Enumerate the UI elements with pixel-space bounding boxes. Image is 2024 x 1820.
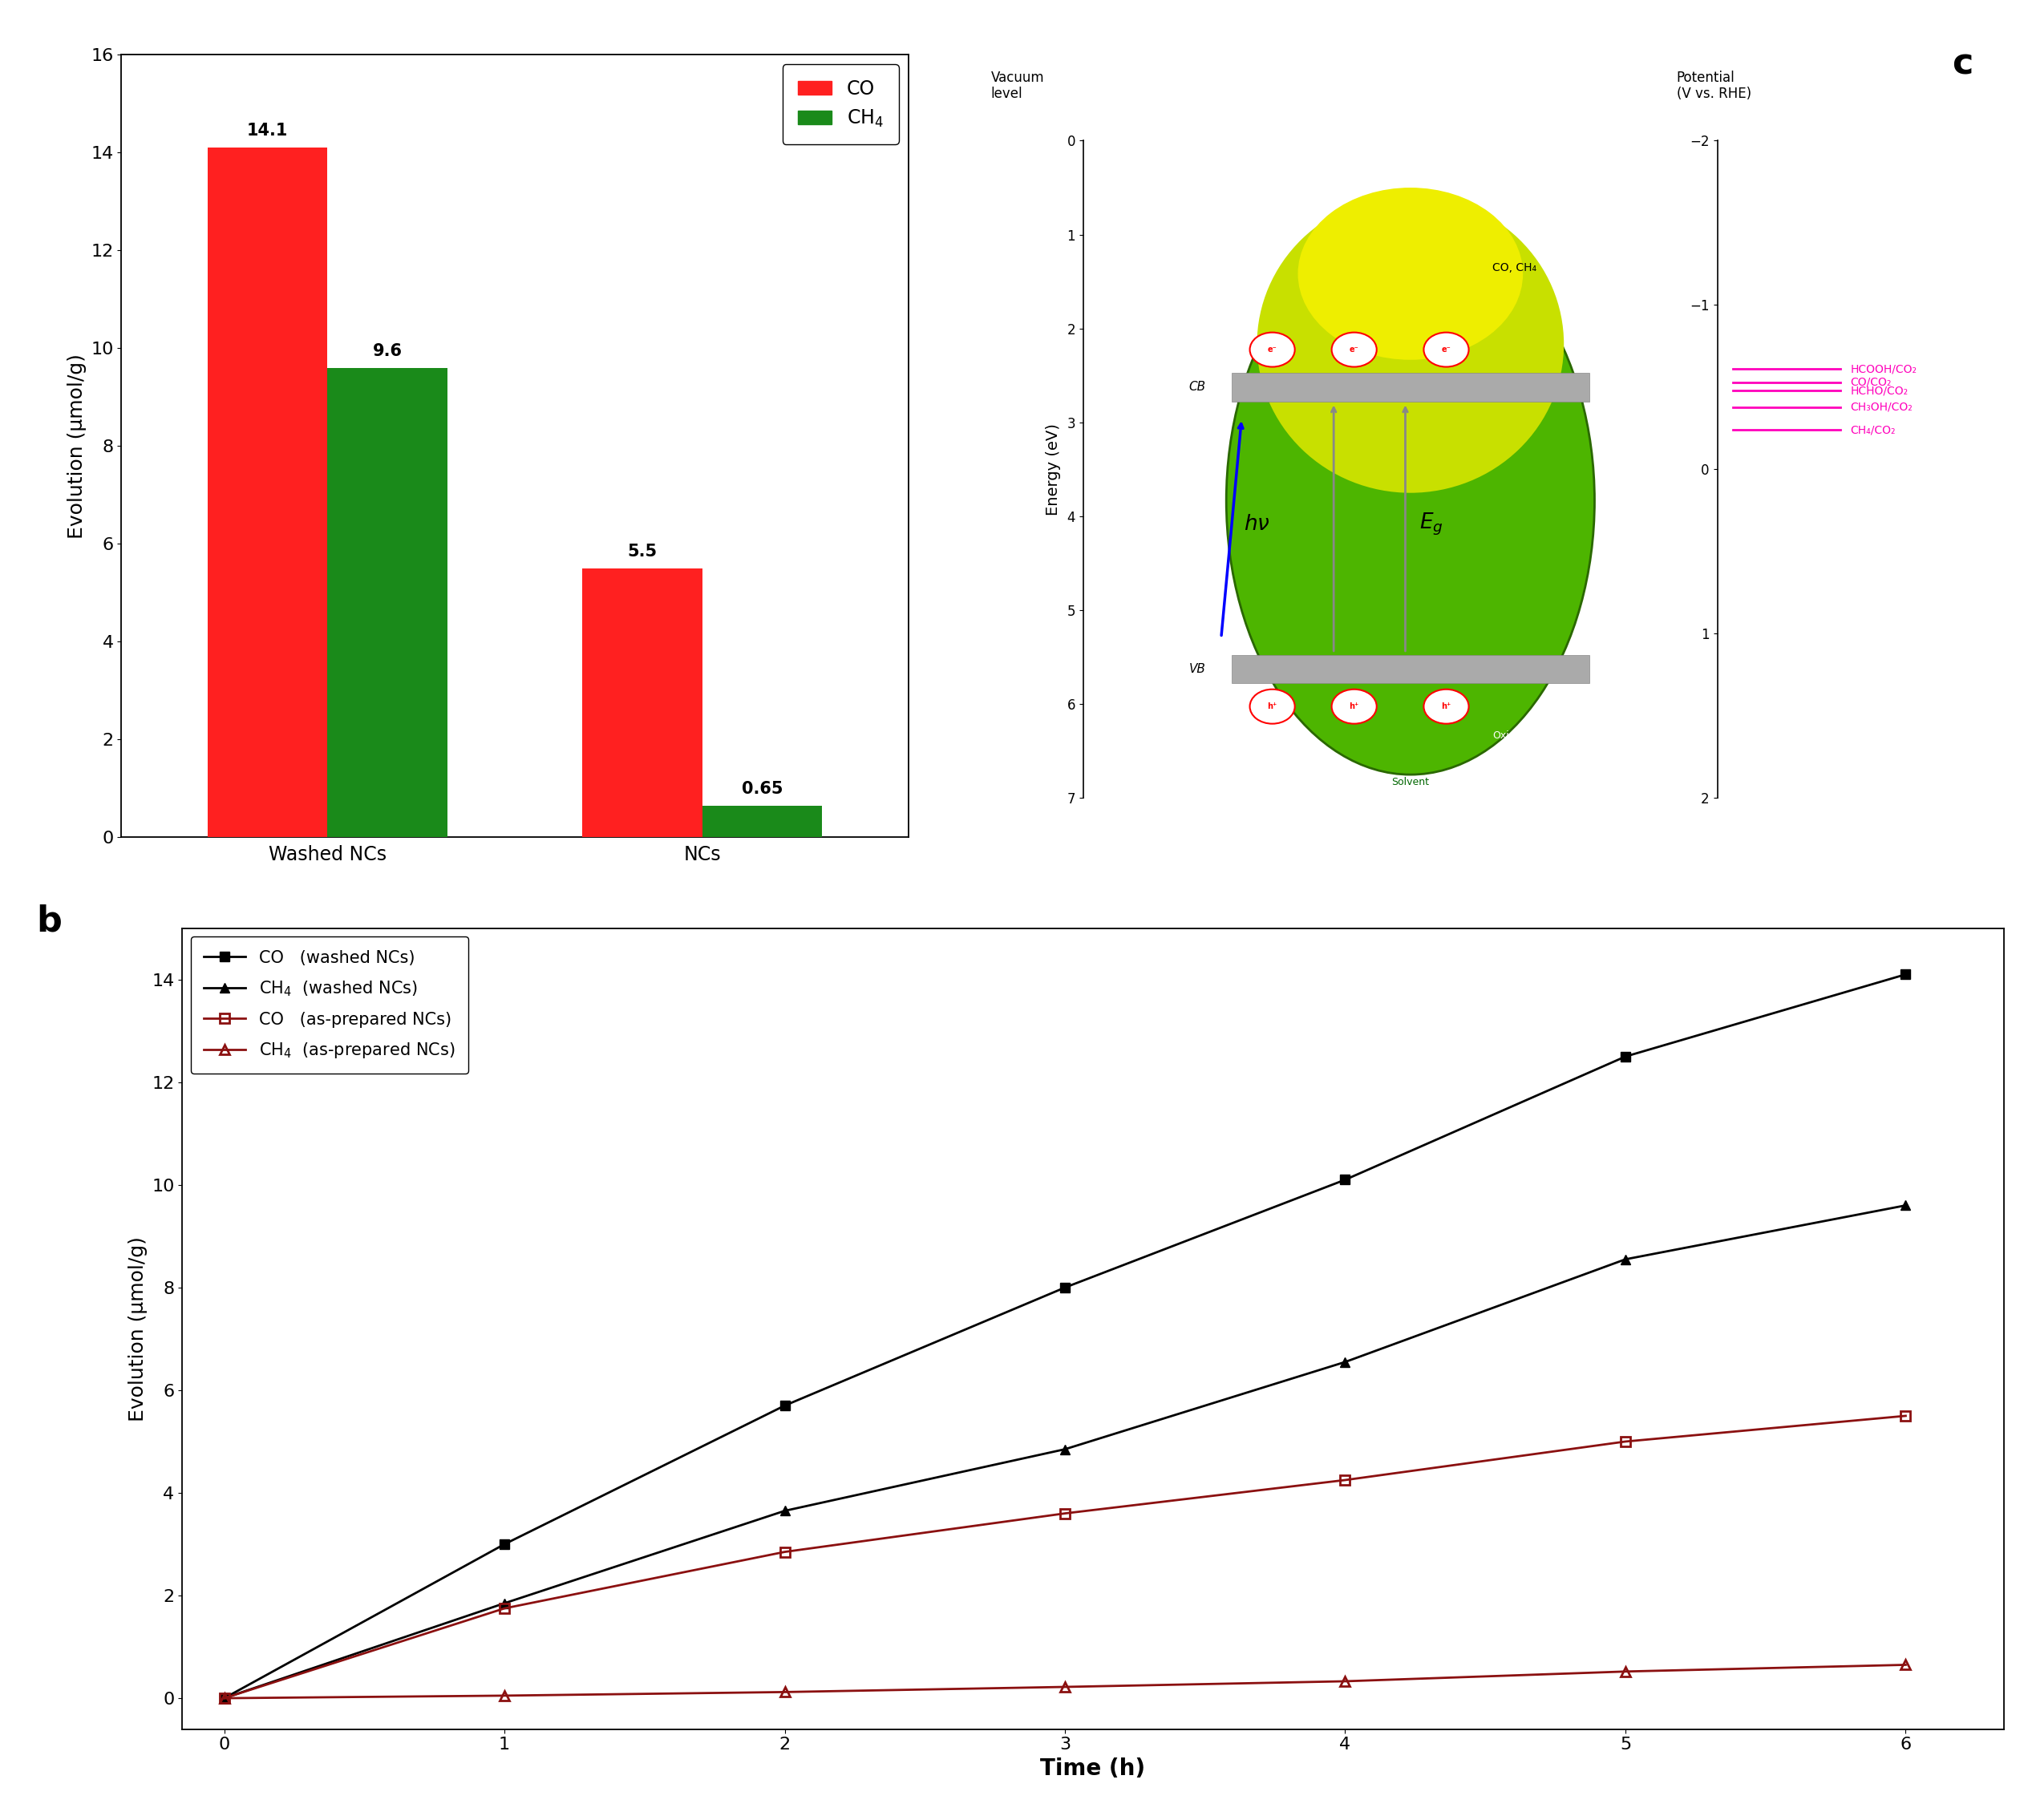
CO   (as-prepared NCs) bbox=[1334, 1469, 1358, 1491]
CH$_4$  (as-prepared NCs) bbox=[1334, 1671, 1358, 1693]
Text: 5.5: 5.5 bbox=[627, 544, 658, 559]
Text: 14.1: 14.1 bbox=[247, 122, 287, 138]
CH$_4$  (washed NCs) bbox=[213, 1687, 237, 1709]
Ellipse shape bbox=[1257, 195, 1565, 493]
Text: CO, CH₄: CO, CH₄ bbox=[1492, 262, 1536, 273]
Circle shape bbox=[1249, 333, 1295, 368]
Text: Potential
(V vs. RHE): Potential (V vs. RHE) bbox=[1676, 71, 1751, 102]
Text: e⁻: e⁻ bbox=[1267, 346, 1277, 353]
Line: CO   (as-prepared NCs): CO (as-prepared NCs) bbox=[219, 1410, 1911, 1704]
CO   (as-prepared NCs) bbox=[1894, 1405, 1919, 1427]
Text: CH₄/CO₂: CH₄/CO₂ bbox=[1850, 424, 1896, 435]
Circle shape bbox=[1332, 333, 1376, 368]
Text: Oxidates: Oxidates bbox=[1492, 730, 1536, 741]
CH$_4$  (washed NCs) bbox=[773, 1500, 797, 1522]
CO   (as-prepared NCs) bbox=[1613, 1431, 1637, 1452]
Text: b: b bbox=[36, 905, 63, 939]
Bar bbox=[328, 368, 447, 837]
Legend: CO, CH$_4$: CO, CH$_4$ bbox=[783, 64, 899, 144]
CO   (washed NCs) bbox=[1052, 1276, 1077, 1298]
Text: c: c bbox=[1951, 47, 1973, 82]
CH$_4$  (as-prepared NCs) bbox=[1052, 1676, 1077, 1698]
Text: $h\nu$: $h\nu$ bbox=[1245, 513, 1271, 535]
Text: HCOOH/CO₂: HCOOH/CO₂ bbox=[1850, 364, 1917, 375]
Circle shape bbox=[1249, 690, 1295, 724]
CO   (washed NCs) bbox=[1334, 1168, 1358, 1190]
CH$_4$  (washed NCs) bbox=[492, 1592, 516, 1614]
CO   (washed NCs) bbox=[1894, 963, 1919, 985]
Text: Vacuum
level: Vacuum level bbox=[992, 71, 1044, 102]
Circle shape bbox=[1423, 333, 1469, 368]
CO   (washed NCs) bbox=[213, 1687, 237, 1709]
CO   (as-prepared NCs) bbox=[213, 1687, 237, 1709]
CO   (as-prepared NCs) bbox=[773, 1542, 797, 1563]
X-axis label: Time (h): Time (h) bbox=[1040, 1758, 1146, 1780]
Bar bbox=[583, 568, 702, 837]
Line: CH$_4$  (as-prepared NCs): CH$_4$ (as-prepared NCs) bbox=[219, 1660, 1911, 1704]
Bar bbox=[1231, 655, 1589, 682]
Y-axis label: Evolution (μmol/g): Evolution (μmol/g) bbox=[128, 1236, 148, 1421]
CO   (as-prepared NCs) bbox=[492, 1598, 516, 1620]
Y-axis label: Evolution (μmol/g): Evolution (μmol/g) bbox=[67, 353, 87, 539]
CH$_4$  (as-prepared NCs) bbox=[1613, 1660, 1637, 1682]
Text: 9.6: 9.6 bbox=[372, 342, 403, 359]
Text: $E_g$: $E_g$ bbox=[1419, 511, 1443, 537]
CH$_4$  (as-prepared NCs) bbox=[1894, 1654, 1919, 1676]
Ellipse shape bbox=[1227, 228, 1595, 775]
Circle shape bbox=[1423, 690, 1469, 724]
Line: CO   (washed NCs): CO (washed NCs) bbox=[219, 970, 1911, 1704]
Text: e⁻: e⁻ bbox=[1441, 346, 1451, 353]
Ellipse shape bbox=[1297, 187, 1522, 360]
CO   (washed NCs) bbox=[492, 1532, 516, 1554]
Legend: CO   (washed NCs), CH$_4$  (washed NCs), CO   (as-prepared NCs), CH$_4$  (as-pre: CO (washed NCs), CH$_4$ (washed NCs), CO… bbox=[190, 937, 468, 1074]
CH$_4$  (as-prepared NCs) bbox=[213, 1687, 237, 1709]
Text: h⁺: h⁺ bbox=[1267, 703, 1277, 710]
Circle shape bbox=[1332, 690, 1376, 724]
Text: CH₃OH/CO₂: CH₃OH/CO₂ bbox=[1850, 402, 1913, 413]
CO   (washed NCs) bbox=[773, 1394, 797, 1416]
Text: e⁻: e⁻ bbox=[1350, 346, 1358, 353]
Bar bbox=[702, 806, 822, 837]
Text: CB: CB bbox=[1188, 380, 1206, 393]
Text: Solvent: Solvent bbox=[1393, 777, 1429, 788]
Bar bbox=[1231, 373, 1589, 400]
Text: h⁺: h⁺ bbox=[1350, 703, 1358, 710]
Line: CH$_4$  (washed NCs): CH$_4$ (washed NCs) bbox=[219, 1201, 1911, 1704]
Text: 0.65: 0.65 bbox=[741, 781, 783, 797]
CH$_4$  (washed NCs) bbox=[1052, 1438, 1077, 1460]
Text: HCHO/CO₂: HCHO/CO₂ bbox=[1850, 384, 1909, 397]
Bar bbox=[208, 147, 328, 837]
CH$_4$  (as-prepared NCs) bbox=[492, 1685, 516, 1707]
CH$_4$  (as-prepared NCs) bbox=[773, 1682, 797, 1704]
CH$_4$  (washed NCs) bbox=[1613, 1249, 1637, 1270]
Text: CO/CO₂: CO/CO₂ bbox=[1850, 377, 1892, 388]
CH$_4$  (washed NCs) bbox=[1334, 1350, 1358, 1372]
Text: h⁺: h⁺ bbox=[1441, 703, 1451, 710]
CH$_4$  (washed NCs) bbox=[1894, 1194, 1919, 1216]
CO   (washed NCs) bbox=[1613, 1046, 1637, 1068]
CO   (as-prepared NCs) bbox=[1052, 1503, 1077, 1525]
Text: VB: VB bbox=[1188, 662, 1206, 675]
